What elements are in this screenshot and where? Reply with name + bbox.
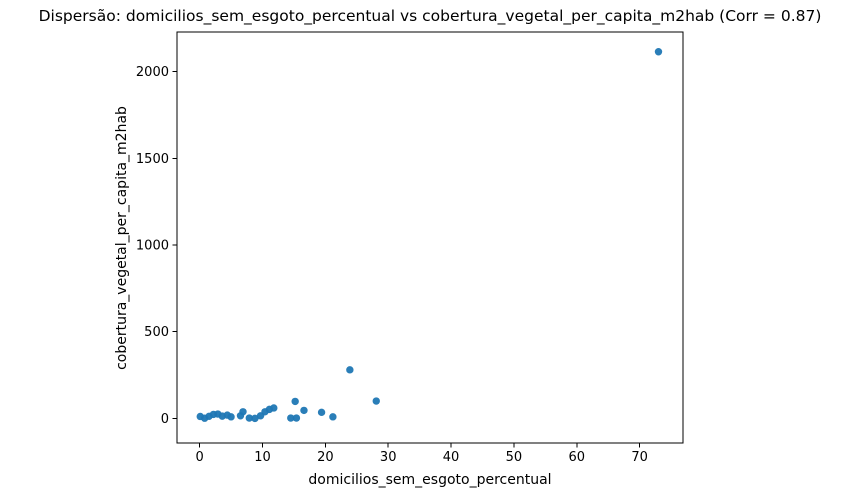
y-tick-label: 500 — [144, 325, 169, 340]
scatter-point — [270, 404, 278, 412]
scatter-point — [300, 406, 308, 415]
scatter-point — [654, 48, 663, 56]
y-tick-label: 1500 — [136, 152, 169, 167]
x-tick-label: 50 — [506, 450, 523, 465]
x-tick-label: 60 — [568, 450, 585, 465]
x-tick-label: 0 — [195, 450, 203, 465]
x-tick-label: 20 — [317, 450, 334, 465]
scatter-point — [227, 413, 235, 421]
y-tick-label: 2000 — [136, 65, 169, 80]
scatter-point — [291, 397, 299, 406]
y-tick-label: 0 — [161, 412, 169, 427]
x-tick-label: 40 — [443, 450, 460, 465]
axes-spines — [176, 31, 684, 444]
y-axis-label: cobertura_vegetal_per_capita_m2hab — [114, 106, 130, 370]
x-tick-label: 70 — [631, 450, 648, 465]
x-tick-label: 10 — [254, 450, 271, 465]
scatter-point — [317, 408, 326, 417]
x-tick-label: 30 — [380, 450, 397, 465]
scatter-point — [287, 414, 295, 422]
y-tick-label: 1000 — [136, 239, 169, 254]
scatter-point — [239, 408, 247, 416]
scatter-point — [329, 413, 337, 421]
scatter-point — [346, 366, 354, 374]
x-axis-label: domicilios_sem_esgoto_percentual — [308, 472, 552, 488]
scatter-point — [372, 397, 380, 405]
scatter-point — [292, 414, 301, 422]
scatter-point — [251, 414, 259, 423]
scatter-point — [245, 414, 253, 422]
chart-title: Dispersão: domicilios_sem_esgoto_percent… — [38, 7, 822, 25]
